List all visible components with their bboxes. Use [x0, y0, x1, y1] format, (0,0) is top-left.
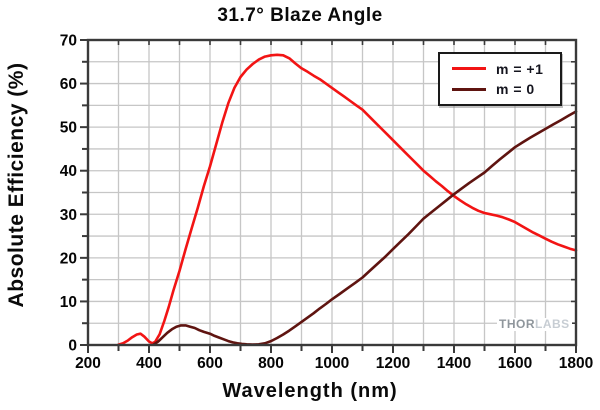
series-line-m-zero [152, 110, 578, 346]
x-tick-label: 400 [136, 355, 162, 372]
legend-box: m = +1 m = 0 [438, 52, 562, 106]
watermark-thor: THOR [499, 317, 535, 331]
x-tick-label: 1400 [437, 355, 471, 372]
x-tick-label: 1600 [498, 355, 532, 372]
y-tick-label: 10 [60, 294, 77, 311]
x-tick-label: 800 [258, 355, 284, 372]
y-tick-label: 70 [60, 33, 77, 50]
watermark-labs: LABS [535, 317, 570, 331]
y-tick-label: 20 [60, 250, 77, 267]
x-axis-label: Wavelength (nm) [222, 380, 398, 402]
watermark-logo: THORLABS [497, 318, 572, 331]
series-line-m-plus-1 [117, 53, 578, 346]
legend-item-m-zero: m = 0 [440, 81, 560, 97]
legend-swatch-m-plus-1 [452, 67, 486, 71]
x-tick-label: 1200 [376, 355, 410, 372]
legend-item-m-plus-1: m = +1 [440, 61, 560, 77]
y-tick-label: 30 [60, 207, 77, 224]
y-tick-label: 0 [68, 338, 77, 355]
x-tick-label: 1800 [559, 355, 593, 372]
y-tick-label: 40 [60, 163, 77, 180]
y-axis-label: Absolute Efficiency (%) [5, 62, 28, 308]
legend-label-m-plus-1: m = +1 [496, 60, 544, 77]
y-tick-label: 50 [60, 120, 77, 137]
x-tick-label: 200 [75, 355, 101, 372]
chart-title: 31.7° Blaze Angle [217, 5, 383, 26]
legend-swatch-m-zero [452, 87, 486, 91]
x-tick-label: 600 [197, 355, 223, 372]
x-tick-label: 1000 [315, 355, 349, 372]
legend-label-m-zero: m = 0 [496, 81, 535, 98]
y-tick-label: 60 [60, 76, 77, 93]
